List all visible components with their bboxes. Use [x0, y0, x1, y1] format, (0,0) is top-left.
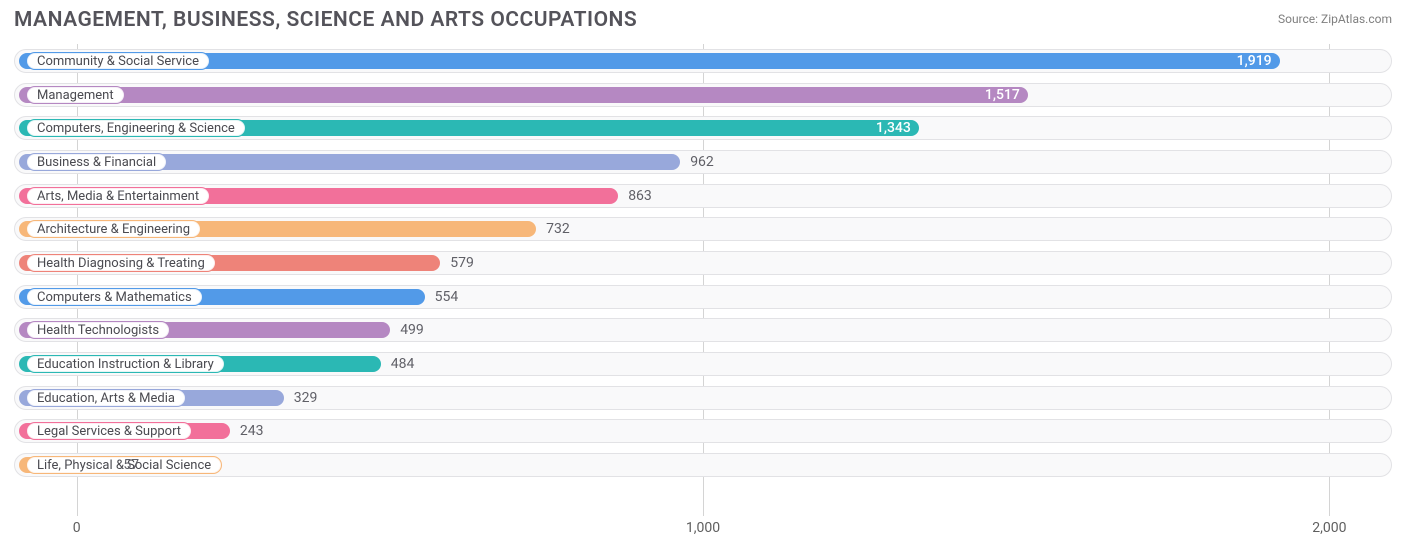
bar-row: Management 1,517 — [14, 78, 1392, 112]
value-label: 1,343 — [876, 120, 911, 136]
value-label: 863 — [628, 188, 652, 204]
category-label: Community & Social Service — [26, 52, 210, 70]
bar-track: Health Technologists 499 — [14, 318, 1392, 342]
bar — [19, 87, 1028, 103]
category-label: Legal Services & Support — [26, 422, 192, 440]
bar-track: Education Instruction & Library 484 — [14, 352, 1392, 376]
value-label: 484 — [391, 356, 415, 372]
value-label: 1,919 — [1237, 53, 1272, 69]
category-label: Education, Arts & Media — [26, 389, 186, 407]
header: MANAGEMENT, BUSINESS, SCIENCE AND ARTS O… — [14, 8, 1392, 38]
chart-container: MANAGEMENT, BUSINESS, SCIENCE AND ARTS O… — [0, 0, 1406, 558]
value-label: 962 — [690, 154, 714, 170]
plot-area: Community & Social Service 1,919 Managemen… — [14, 44, 1392, 534]
bar-row: Arts, Media & Entertainment 863 — [14, 179, 1392, 213]
bar-row: Health Diagnosing & Treating 579 — [14, 246, 1392, 280]
bar-row: Health Technologists 499 — [14, 314, 1392, 348]
bar-track: Management 1,517 — [14, 83, 1392, 107]
bar-track: Architecture & Engineering 732 — [14, 217, 1392, 241]
category-label: Health Technologists — [26, 321, 170, 339]
bar-row: Community & Social Service 1,919 — [14, 44, 1392, 78]
value-label: 554 — [435, 289, 459, 305]
value-label: 243 — [240, 423, 264, 439]
category-label: Education Instruction & Library — [26, 355, 225, 373]
bar-track: Life, Physical & Social Science57 — [14, 453, 1392, 477]
bar-row: Education Instruction & Library 484 — [14, 347, 1392, 381]
category-label: Arts, Media & Entertainment — [26, 187, 210, 205]
bar-track: Arts, Media & Entertainment 863 — [14, 184, 1392, 208]
x-tick-label: 1,000 — [686, 520, 720, 536]
x-tick-label: 2,000 — [1312, 520, 1346, 536]
source-attribution: Source: ZipAtlas.com — [1278, 8, 1392, 26]
bar-rows: Community & Social Service 1,919 Managemen… — [14, 44, 1392, 482]
x-tick-label: 0 — [73, 520, 81, 536]
bar-track: Computers, Engineering & Science 1,343 — [14, 116, 1392, 140]
bar-track: Computers & Mathematics 554 — [14, 285, 1392, 309]
category-label: Management — [26, 86, 125, 104]
category-label: Computers & Mathematics — [26, 288, 203, 306]
bar-row: Life, Physical & Social Science57 — [14, 448, 1392, 482]
value-label: 499 — [400, 322, 424, 338]
chart-title: MANAGEMENT, BUSINESS, SCIENCE AND ARTS O… — [14, 8, 637, 32]
value-label: 1,517 — [985, 87, 1020, 103]
value-label: 579 — [450, 255, 474, 271]
category-label: Architecture & Engineering — [26, 220, 201, 238]
bar-track: Legal Services & Support 243 — [14, 419, 1392, 443]
bar-row: Business & Financial 962 — [14, 145, 1392, 179]
bar-track: Community & Social Service 1,919 — [14, 49, 1392, 73]
source-site: ZipAtlas.com — [1321, 12, 1392, 26]
bar-row: Computers & Mathematics 554 — [14, 280, 1392, 314]
value-label: 329 — [294, 390, 318, 406]
bar-track: Business & Financial 962 — [14, 150, 1392, 174]
value-label: 732 — [546, 221, 570, 237]
bar-row: Computers, Engineering & Science 1,343 — [14, 111, 1392, 145]
bar-row: Legal Services & Support 243 — [14, 415, 1392, 449]
bar-row: Education, Arts & Media 329 — [14, 381, 1392, 415]
bar-track: Education, Arts & Media 329 — [14, 386, 1392, 410]
category-label: Health Diagnosing & Treating — [26, 254, 216, 272]
category-label: Computers, Engineering & Science — [26, 119, 246, 137]
bar-row: Architecture & Engineering 732 — [14, 212, 1392, 246]
category-label: Business & Financial — [26, 153, 167, 171]
value-label: 57 — [123, 457, 139, 473]
bar-track: Health Diagnosing & Treating 579 — [14, 251, 1392, 275]
source-label: Source: — [1278, 12, 1318, 26]
